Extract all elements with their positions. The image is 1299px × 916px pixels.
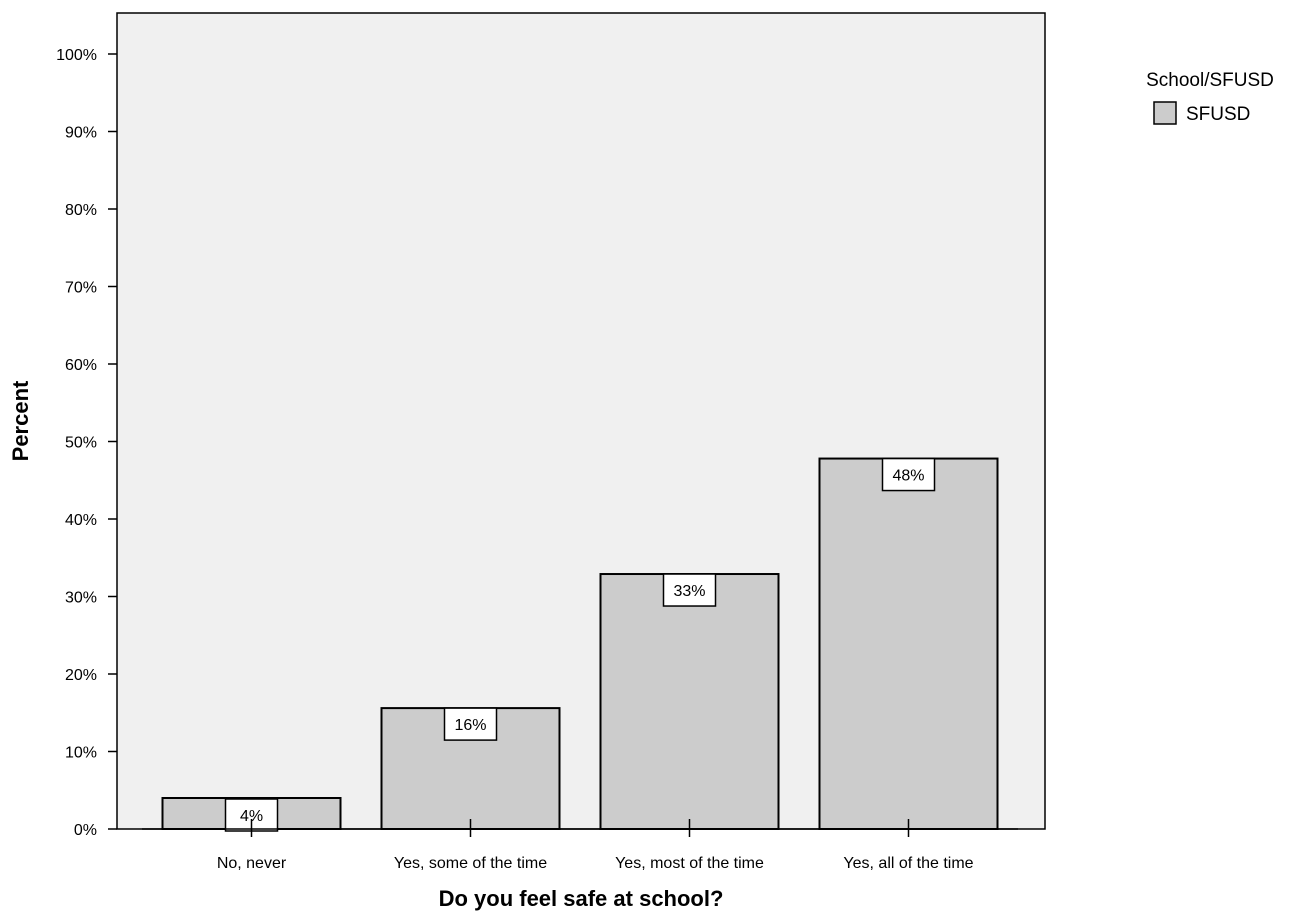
y-axis: 0% 10% 20% 30% 40% 50% 60% 70% 80% 90% 100% bbox=[56, 47, 117, 839]
y-tick-label-90: 90% bbox=[65, 125, 97, 142]
legend-label-sfusd: SFUSD bbox=[1186, 104, 1250, 125]
data-label-yes-most-of-the-time: 33% bbox=[673, 583, 705, 600]
y-tick-label-0: 0% bbox=[74, 822, 97, 839]
data-label-no-never: 4% bbox=[240, 808, 263, 825]
y-tick-label-10: 10% bbox=[65, 745, 97, 762]
y-tick-label-50: 50% bbox=[65, 435, 97, 452]
data-label-box-yes-all-of-the-time bbox=[881, 457, 936, 492]
y-tick-label-100: 100% bbox=[56, 47, 97, 64]
data-label-yes-all-of-the-time: 48% bbox=[892, 468, 924, 485]
y-tick-label-70: 70% bbox=[65, 280, 97, 297]
x-axis: No, never Yes, some of the time Yes, most … bbox=[142, 819, 1018, 872]
legend-swatch-sfusd bbox=[1153, 101, 1177, 125]
data-label-box-yes-some-of-the-time bbox=[443, 707, 498, 741]
x-tick-label-no-never: No, never bbox=[217, 855, 287, 872]
x-tick-label-yes-most-of-the-time: Yes, most of the time bbox=[615, 855, 764, 872]
bars-layer: 4% 16% 33% 48% bbox=[161, 457, 999, 832]
bar-yes-most-of-the-time bbox=[599, 573, 780, 831]
x-tick-label-yes-some-of-the-time: Yes, some of the time bbox=[394, 855, 547, 872]
y-tick-label-40: 40% bbox=[65, 512, 97, 529]
y-tick-label-30: 30% bbox=[65, 590, 97, 607]
x-axis-title: Do you feel safe at school? bbox=[439, 886, 724, 911]
bar-yes-all-of-the-time bbox=[818, 457, 999, 830]
legend: School/SFUSD SFUSD bbox=[1146, 70, 1274, 125]
y-axis-title: Percent bbox=[8, 380, 33, 461]
y-tick-label-80: 80% bbox=[65, 202, 97, 219]
legend-title: School/SFUSD bbox=[1146, 70, 1274, 91]
y-tick-label-60: 60% bbox=[65, 357, 97, 374]
x-tick-label-yes-all-of-the-time: Yes, all of the time bbox=[843, 855, 973, 872]
data-label-yes-some-of-the-time: 16% bbox=[454, 717, 486, 734]
y-tick-label-20: 20% bbox=[65, 667, 97, 684]
data-label-box-yes-most-of-the-time bbox=[662, 573, 717, 607]
